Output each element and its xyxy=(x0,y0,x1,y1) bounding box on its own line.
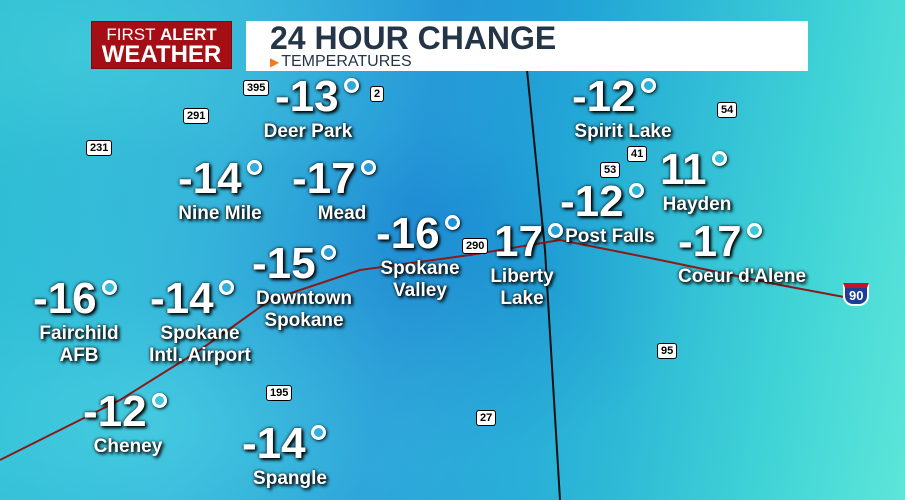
location-label: Mead xyxy=(317,203,367,224)
play-triangle-icon: ▶ xyxy=(270,55,280,69)
location-label: Deer Park xyxy=(263,121,353,142)
location-label: Fairchild AFB xyxy=(39,323,119,366)
location-label: Nine Mile xyxy=(178,203,262,224)
location-label: Downtown Spokane xyxy=(255,288,353,331)
location-label: Coeur d'Alene xyxy=(677,266,807,287)
location-label: Spangle xyxy=(253,468,327,489)
degree-symbol-icon xyxy=(247,160,262,175)
logo-text: WEATHER xyxy=(101,41,222,68)
location-label: Liberty Lake xyxy=(490,266,554,309)
logo-text: FIRST xyxy=(106,25,156,44)
highway-shield-icon: 290 xyxy=(462,238,489,254)
degree-symbol-icon xyxy=(629,183,644,198)
temperature-change-value: -12 xyxy=(572,72,636,121)
title-banner: 24 HOUR CHANGE ▶ TEMPERATURES xyxy=(246,21,808,71)
temperature-change-value: -13 xyxy=(275,72,339,121)
temperature-change-value: 17 xyxy=(494,217,543,266)
degree-symbol-icon xyxy=(445,215,460,230)
highway-shield-icon: 291 xyxy=(183,108,210,124)
temperature-change-value: -17 xyxy=(292,154,356,203)
temperature-change-value: -16 xyxy=(376,209,440,258)
degree-symbol-icon xyxy=(361,160,376,175)
highway-shield-icon: 54 xyxy=(717,102,738,118)
degree-symbol-icon xyxy=(747,223,762,238)
temperature-change-value: -12 xyxy=(83,387,147,436)
highway-shield-icon: 53 xyxy=(600,162,621,178)
temperature-change-value: 11 xyxy=(660,145,707,194)
subtitle: ▶ TEMPERATURES xyxy=(270,54,412,70)
location-label: Post Falls xyxy=(565,226,655,247)
highway-shield-icon: 195 xyxy=(266,385,293,401)
temperature-change-value: -15 xyxy=(252,239,316,288)
logo-text: ALERT xyxy=(159,25,217,44)
temperature-change-value: -14 xyxy=(242,419,306,468)
temperature-change-value: -14 xyxy=(178,154,242,203)
degree-symbol-icon xyxy=(102,280,117,295)
highway-shield-icon: 27 xyxy=(476,410,497,426)
highway-shield-icon: 2 xyxy=(370,86,385,102)
location-label: Cheney xyxy=(93,436,163,457)
highway-shield-icon: 395 xyxy=(243,80,270,96)
degree-symbol-icon xyxy=(152,393,167,408)
temperature-change-value: -12 xyxy=(560,177,624,226)
degree-symbol-icon xyxy=(344,78,359,93)
page-title: 24 HOUR CHANGE xyxy=(270,20,557,56)
degree-symbol-icon xyxy=(548,223,563,238)
location-label: Spokane Intl. Airport xyxy=(149,323,251,366)
degree-symbol-icon xyxy=(641,78,656,93)
highway-shield-icon: 41 xyxy=(627,146,648,162)
first-alert-weather-logo: FIRST ALERT WEATHER xyxy=(91,21,232,69)
location-label: Spokane Valley xyxy=(380,258,460,301)
state-border xyxy=(526,69,561,500)
degree-symbol-icon xyxy=(321,245,336,260)
location-label: Hayden xyxy=(662,194,732,215)
location-label: Spirit Lake xyxy=(574,121,672,142)
degree-symbol-icon xyxy=(712,151,727,166)
temperature-change-value: -16 xyxy=(33,274,97,323)
temperature-change-value: -14 xyxy=(150,274,214,323)
subtitle-text: TEMPERATURES xyxy=(281,53,412,70)
highway-shield-icon: 95 xyxy=(657,343,678,359)
temperature-change-value: -17 xyxy=(678,217,742,266)
degree-symbol-icon xyxy=(311,425,326,440)
highway-shield-icon: 231 xyxy=(86,140,113,156)
interstate-route xyxy=(0,238,861,461)
degree-symbol-icon xyxy=(219,280,234,295)
highway-shield-icon: 90 xyxy=(843,283,870,306)
